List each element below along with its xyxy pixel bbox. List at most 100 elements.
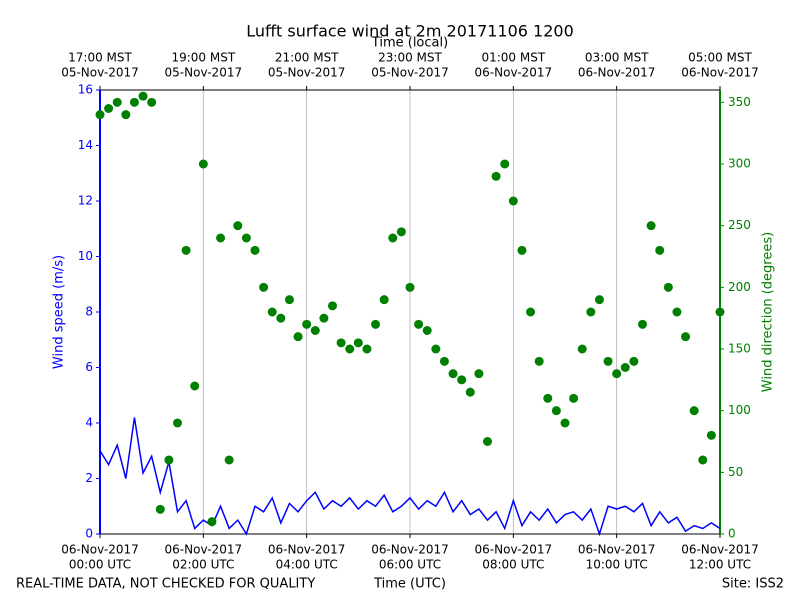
x-tick-label: 06-Nov-2017: [268, 543, 346, 557]
x2-axis-label: Time (local): [371, 36, 448, 51]
direction-point: [310, 326, 320, 335]
direction-point: [121, 110, 131, 120]
direction-point: [233, 221, 243, 231]
y-axis-label: Wind speed (m/s): [52, 255, 67, 369]
direction-point: [689, 406, 699, 416]
direction-point: [104, 104, 114, 113]
x2-tick-label: 03:00 MST: [585, 51, 649, 65]
x2-tick-label: 01:00 MST: [481, 51, 545, 65]
y-tick-label: 14: [78, 138, 93, 152]
direction-point: [646, 221, 656, 231]
direction-point: [276, 313, 286, 323]
direction-point: [448, 369, 458, 379]
y2-tick-label: 350: [728, 95, 751, 109]
x2-tick-label: 05:00 MST: [688, 51, 752, 65]
x-tick-label: 04:00 UTC: [276, 558, 338, 572]
direction-point: [534, 356, 544, 366]
direction-point: [388, 233, 398, 243]
direction-point: [431, 344, 441, 354]
direction-point: [586, 307, 596, 317]
y-tick-label: 4: [85, 416, 93, 430]
x2-tick-label: 06-Nov-2017: [681, 66, 759, 80]
y2-axis-label: Wind direction (degrees): [761, 232, 776, 392]
direction-point: [250, 245, 260, 255]
direction-point: [173, 418, 182, 428]
y-tick-label: 6: [85, 360, 93, 374]
direction-point: [95, 110, 105, 120]
direction-point: [474, 369, 484, 379]
x2-tick-label: 19:00 MST: [171, 51, 235, 65]
direction-point: [155, 504, 165, 514]
direction-point: [224, 455, 234, 465]
direction-point: [672, 307, 682, 317]
direction-point: [267, 307, 277, 317]
direction-point: [302, 319, 312, 329]
direction-point: [190, 381, 200, 391]
x-tick-label: 06-Nov-2017: [371, 543, 449, 557]
x-tick-label: 10:00 UTC: [586, 558, 648, 572]
y2-tick-label: 300: [728, 157, 751, 171]
direction-point: [259, 282, 269, 292]
footer-left: REAL-TIME DATA, NOT CHECKED FOR QUALITY: [16, 577, 315, 592]
x-tick-label: 06-Nov-2017: [475, 543, 553, 557]
direction-point: [284, 295, 294, 305]
y-tick-label: 12: [78, 194, 93, 208]
direction-point: [198, 159, 208, 169]
direction-point: [491, 171, 501, 181]
x2-tick-label: 05-Nov-2017: [371, 66, 449, 80]
direction-point: [715, 307, 725, 317]
direction-point: [112, 97, 122, 107]
direction-point: [138, 91, 148, 101]
direction-point: [319, 313, 329, 323]
x-axis-label: Time (UTC): [373, 577, 446, 592]
direction-point: [293, 332, 303, 342]
direction-point: [457, 375, 467, 385]
x2-tick-label: 05-Nov-2017: [61, 66, 139, 80]
y-tick-label: 0: [85, 527, 93, 541]
x-tick-label: 08:00 UTC: [482, 558, 544, 572]
x-tick-label: 06-Nov-2017: [681, 543, 759, 557]
direction-point: [207, 517, 217, 527]
footer-right: Site: ISS2: [722, 577, 784, 592]
direction-point: [164, 455, 174, 465]
direction-point: [328, 301, 337, 311]
direction-point: [663, 282, 673, 292]
x-tick-label: 02:00 UTC: [172, 558, 234, 572]
x-tick-label: 06:00 UTC: [379, 558, 441, 572]
x2-tick-label: 06-Nov-2017: [578, 66, 656, 80]
x-tick-label: 00:00 UTC: [69, 558, 131, 572]
direction-point: [638, 319, 647, 329]
direction-point: [483, 437, 492, 446]
x2-tick-label: 17:00 MST: [68, 51, 132, 65]
x2-tick-label: 21:00 MST: [275, 51, 339, 65]
direction-point: [603, 356, 613, 366]
direction-point: [500, 159, 510, 169]
direction-point: [129, 97, 139, 107]
direction-point: [181, 245, 191, 255]
speed-line: [99, 417, 721, 537]
direction-point: [371, 319, 381, 329]
direction-point: [560, 418, 570, 428]
direction-point: [612, 369, 622, 379]
x-tick-label: 12:00 UTC: [689, 558, 751, 572]
y-tick-label: 2: [85, 471, 93, 485]
y2-tick-label: 200: [728, 280, 751, 294]
direction-point: [216, 233, 226, 243]
direction-point: [414, 319, 424, 329]
y-tick-label: 8: [85, 305, 93, 319]
y-tick-label: 10: [78, 249, 93, 263]
direction-point: [345, 344, 355, 354]
y2-tick-label: 100: [728, 403, 751, 417]
x2-tick-label: 05-Nov-2017: [268, 66, 346, 80]
direction-point: [362, 344, 372, 354]
y-tick-label: 16: [78, 83, 93, 97]
direction-point: [620, 363, 630, 372]
chart-title: Lufft surface wind at 2m 20171106 1200: [246, 22, 574, 41]
direction-point: [681, 332, 691, 342]
direction-point: [336, 338, 346, 348]
direction-point: [706, 430, 716, 440]
direction-point: [379, 295, 389, 305]
direction-point: [577, 344, 587, 354]
direction-point: [698, 455, 708, 465]
